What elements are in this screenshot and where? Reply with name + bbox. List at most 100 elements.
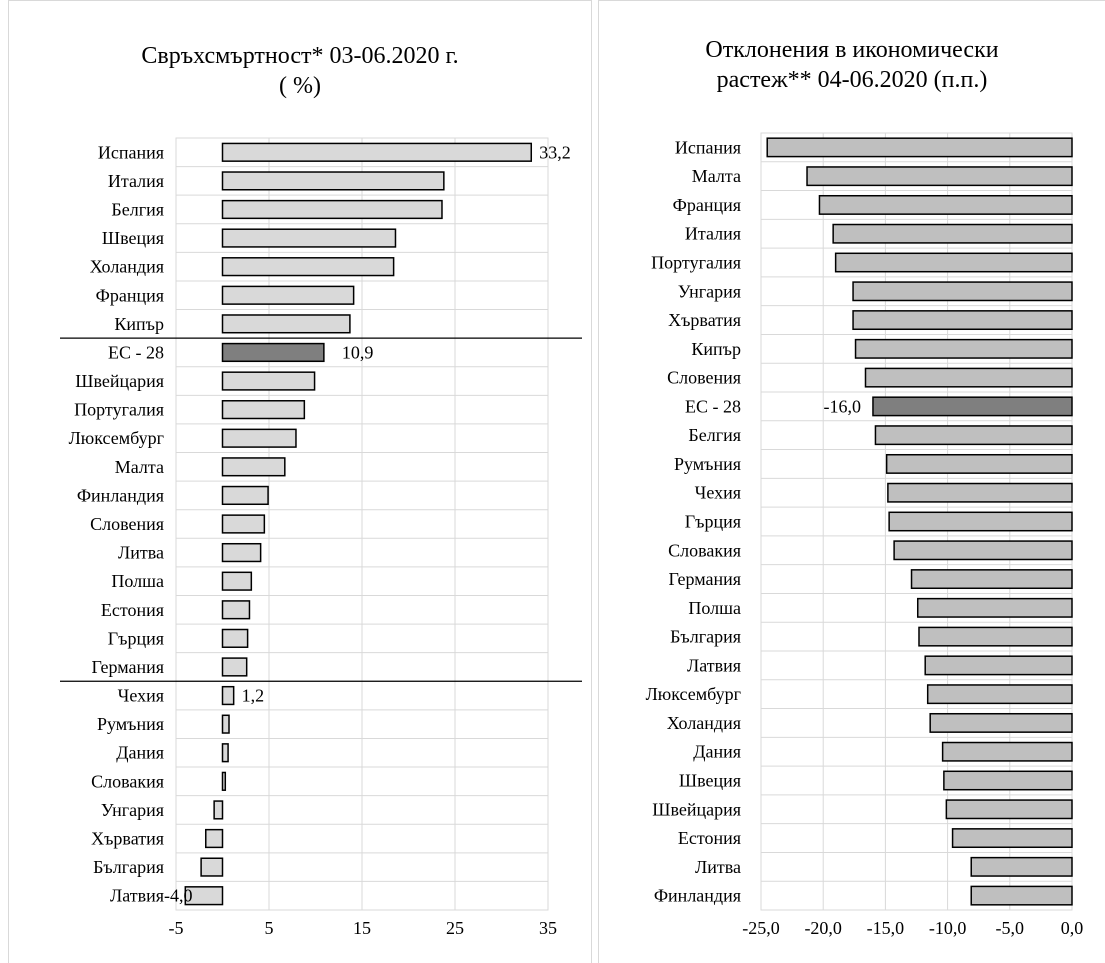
- bar-литва: [221, 542, 262, 563]
- bar-люксембург: [221, 428, 297, 448]
- x-tick-label: -15,0: [867, 918, 905, 938]
- category-label: Румъния: [674, 454, 741, 474]
- bar-кипър: [221, 314, 351, 334]
- bar-холандия: [221, 257, 395, 277]
- bar-швеция: [943, 770, 1073, 791]
- x-tick-label: 35: [539, 918, 557, 938]
- category-label: Дания: [693, 742, 741, 762]
- category-label: Естония: [678, 828, 741, 848]
- bar-унгария: [213, 800, 224, 820]
- bar-франция: [221, 285, 355, 305]
- category-label: Люксембург: [646, 684, 741, 704]
- bar-словакия: [893, 540, 1073, 561]
- bar-дания: [941, 741, 1073, 762]
- category-label: Чехия: [118, 686, 164, 706]
- category-label: Унгария: [678, 281, 741, 301]
- bar-словения: [864, 367, 1073, 388]
- bar-българия: [918, 626, 1073, 647]
- left-bar-chart: Испания Италия Белгия Швеция Холандия Франция…: [60, 137, 582, 938]
- x-tick-label: 0,0: [1061, 918, 1084, 938]
- x-tick-label: 15: [353, 918, 371, 938]
- right-bar-chart: Испания Малта Франция Италия Португалия Унгар…: [646, 132, 1084, 938]
- category-label: Люксембург: [69, 428, 164, 448]
- bar-германия: [910, 569, 1073, 590]
- category-label: Италия: [685, 224, 741, 244]
- data-label: 1,2: [242, 686, 265, 706]
- x-tick-label: 5: [265, 918, 274, 938]
- right-chart-title: Отклонения в икономически: [705, 37, 999, 63]
- bar-швейцария: [221, 371, 316, 391]
- category-label: Чехия: [695, 483, 741, 503]
- bar-дания: [221, 743, 229, 763]
- category-label: Франция: [673, 195, 741, 215]
- bar-испания: [766, 137, 1073, 158]
- category-label: Италия: [108, 171, 164, 191]
- bar-франция: [818, 194, 1073, 215]
- x-tick-label: 25: [446, 918, 464, 938]
- category-label: Словакия: [91, 771, 164, 791]
- category-label: Португалия: [74, 400, 164, 420]
- category-label: Швеция: [102, 228, 164, 248]
- data-label: -16,0: [823, 396, 861, 416]
- data-label: 10,9: [342, 342, 374, 362]
- bar-холандия: [929, 712, 1073, 733]
- bar-белгия: [221, 199, 443, 220]
- bar-румъния: [221, 714, 230, 734]
- bar-латвия: [924, 655, 1073, 676]
- bar-ес-28: [221, 342, 325, 363]
- bar-литва: [970, 856, 1073, 877]
- category-label: Словения: [667, 368, 741, 388]
- bar-кипър: [854, 338, 1073, 359]
- category-label: Германия: [668, 569, 741, 589]
- category-label: ЕС - 28: [108, 342, 164, 362]
- bar-естония: [951, 828, 1073, 849]
- category-label: ЕС - 28: [685, 396, 741, 416]
- bar-чехия: [221, 685, 235, 706]
- category-label: Швеция: [679, 771, 741, 791]
- bar-полша: [916, 597, 1073, 618]
- left-chart-title-unit: ( %): [279, 73, 321, 99]
- category-label: Португалия: [651, 253, 741, 273]
- bar-малта: [221, 457, 286, 477]
- x-tick-label: -5: [169, 918, 184, 938]
- bar-италия: [221, 171, 445, 191]
- category-label: Полша: [688, 598, 741, 618]
- bar-финландия: [221, 485, 269, 506]
- category-label: Словакия: [668, 540, 741, 560]
- category-label: Хърватия: [91, 829, 164, 849]
- bar-италия: [832, 223, 1073, 244]
- data-label: 33,2: [539, 142, 571, 162]
- bar-българия: [200, 857, 224, 877]
- x-tick-label: -20,0: [804, 918, 842, 938]
- category-label: Малта: [692, 166, 741, 186]
- bar-румъния: [885, 453, 1073, 474]
- category-label: България: [93, 857, 164, 877]
- bar-словакия: [221, 771, 227, 791]
- category-label: Естония: [101, 600, 164, 620]
- bar-ес-28: [872, 396, 1073, 417]
- left-chart-title: Свръхсмъртност* 03-06.2020 г.: [141, 43, 459, 69]
- category-label: Финландия: [77, 485, 164, 505]
- bar-хърватия: [205, 828, 224, 849]
- category-label: Кипър: [691, 339, 741, 359]
- category-label: Малта: [115, 457, 164, 477]
- bar-чехия: [887, 482, 1073, 503]
- category-label: Словения: [90, 514, 164, 534]
- bar-испания: [221, 142, 533, 162]
- category-label: Франция: [96, 285, 164, 305]
- bar-гърция: [888, 511, 1073, 532]
- category-label: Хърватия: [668, 310, 741, 330]
- bar-швейцария: [945, 799, 1073, 820]
- category-label: Финландия: [654, 886, 741, 906]
- category-label: Швейцария: [75, 371, 164, 391]
- category-label: Холандия: [667, 713, 741, 733]
- bar-полша: [221, 571, 253, 591]
- category-label: Кипър: [114, 314, 164, 334]
- category-label: Литва: [695, 857, 741, 877]
- bar-португалия: [221, 400, 306, 420]
- category-label: Полша: [111, 571, 164, 591]
- category-label: Латвия: [687, 655, 741, 675]
- category-label: Унгария: [101, 800, 164, 820]
- category-label: Гърция: [685, 512, 741, 532]
